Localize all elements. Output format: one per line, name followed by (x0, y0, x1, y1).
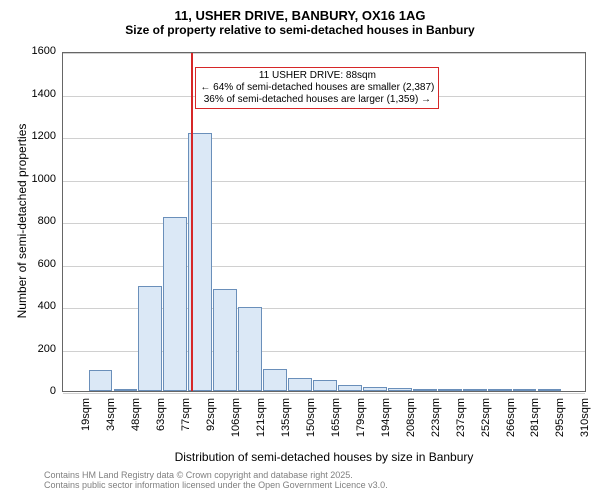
histogram-chart: 11, USHER DRIVE, BANBURY, OX16 1AG Size … (0, 8, 600, 468)
grid-line (63, 393, 585, 394)
x-axis-title: Distribution of semi-detached houses by … (62, 450, 586, 464)
x-tick-label: 34sqm (105, 398, 117, 431)
y-tick-label: 1200 (22, 130, 56, 142)
chart-title: 11, USHER DRIVE, BANBURY, OX16 1AG (0, 8, 600, 23)
chart-subtitle: Size of property relative to semi-detach… (0, 23, 600, 37)
x-tick-label: 92sqm (205, 398, 217, 431)
annotation-line-1: 11 USHER DRIVE: 88sqm (200, 70, 434, 82)
x-tick-label: 165sqm (330, 398, 342, 437)
histogram-bar (338, 385, 362, 391)
y-tick-label: 200 (22, 343, 56, 355)
y-tick-label: 400 (22, 300, 56, 312)
y-tick-label: 600 (22, 258, 56, 270)
x-tick-label: 19sqm (80, 398, 92, 431)
annotation-line-2: ← 64% of semi-detached houses are smalle… (200, 82, 434, 94)
x-tick-label: 208sqm (405, 398, 417, 437)
histogram-bar (538, 389, 562, 391)
x-tick-label: 150sqm (305, 398, 317, 437)
histogram-bar (463, 389, 487, 391)
annotation-box: 11 USHER DRIVE: 88sqm← 64% of semi-detac… (195, 67, 439, 109)
y-tick-label: 1600 (22, 45, 56, 57)
histogram-bar (438, 389, 462, 391)
y-tick-label: 0 (22, 385, 56, 397)
x-tick-label: 295sqm (555, 398, 567, 437)
x-tick-label: 310sqm (580, 398, 592, 437)
histogram-bar (163, 217, 187, 391)
histogram-bar (89, 370, 113, 391)
reference-line (191, 53, 193, 391)
histogram-bar (288, 378, 312, 391)
x-tick-label: 223sqm (430, 398, 442, 437)
x-tick-label: 63sqm (155, 398, 167, 431)
grid-line (63, 223, 585, 224)
y-tick-label: 800 (22, 215, 56, 227)
histogram-bar (513, 389, 537, 391)
histogram-bar (114, 389, 138, 391)
chart-footer: Contains HM Land Registry data © Crown c… (44, 470, 388, 490)
x-tick-label: 121sqm (255, 398, 267, 437)
grid-line (63, 266, 585, 267)
histogram-bar (363, 387, 387, 391)
histogram-bar (313, 380, 337, 391)
footer-line-2: Contains public sector information licen… (44, 480, 388, 490)
annotation-line-3: 36% of semi-detached houses are larger (… (200, 94, 434, 106)
x-tick-label: 194sqm (380, 398, 392, 437)
grid-line (63, 181, 585, 182)
grid-line (63, 138, 585, 139)
histogram-bar (388, 388, 412, 391)
x-tick-label: 48sqm (130, 398, 142, 431)
x-tick-label: 77sqm (180, 398, 192, 431)
plot-area: 11 USHER DRIVE: 88sqm← 64% of semi-detac… (62, 52, 586, 392)
histogram-bar (263, 369, 287, 391)
histogram-bar (138, 286, 162, 391)
histogram-bar (488, 389, 512, 391)
x-tick-label: 106sqm (230, 398, 242, 437)
y-tick-label: 1400 (22, 88, 56, 100)
x-tick-label: 237sqm (455, 398, 467, 437)
grid-line (63, 53, 585, 54)
x-tick-label: 252sqm (480, 398, 492, 437)
x-tick-label: 179sqm (355, 398, 367, 437)
histogram-bar (413, 389, 437, 391)
x-tick-label: 135sqm (280, 398, 292, 437)
histogram-bar (213, 289, 237, 391)
histogram-bar (238, 307, 262, 391)
y-tick-label: 1000 (22, 173, 56, 185)
footer-line-1: Contains HM Land Registry data © Crown c… (44, 470, 388, 480)
x-tick-label: 281sqm (530, 398, 542, 437)
x-tick-label: 266sqm (505, 398, 517, 437)
